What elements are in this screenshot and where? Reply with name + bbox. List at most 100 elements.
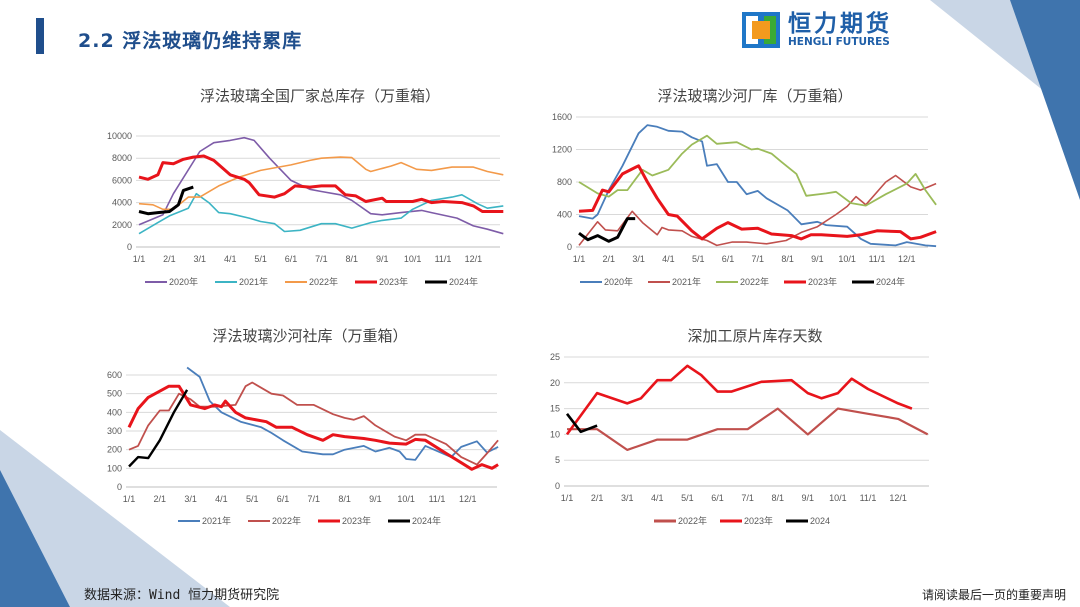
- y-tick-label: 100: [107, 463, 122, 473]
- x-tick-label: 6/1: [711, 493, 724, 503]
- x-tick-label: 3/1: [621, 493, 634, 503]
- disclaimer: 请阅读最后一页的重要声明: [921, 588, 1066, 602]
- x-tick-label: 6/1: [722, 254, 735, 264]
- x-tick-label: 1/1: [133, 254, 146, 264]
- legend-label: 2022年: [272, 515, 301, 526]
- x-tick-label: 8/1: [781, 254, 794, 264]
- legend-label: 2024年: [412, 515, 441, 526]
- chart-title-4: 深加工原片库存天数: [687, 327, 823, 345]
- y-tick-label: 5: [555, 455, 560, 465]
- y-tick-label: 200: [107, 445, 122, 455]
- x-tick-label: 2/1: [591, 493, 604, 503]
- legend-label: 2022年: [309, 276, 338, 287]
- x-tick-label: 10/1: [397, 494, 415, 504]
- x-tick-label: 2/1: [154, 494, 167, 504]
- series-line-2022年: [567, 407, 929, 451]
- x-tick-label: 12/1: [889, 493, 907, 503]
- series-line-2024年: [128, 389, 189, 468]
- y-tick-label: 500: [107, 389, 122, 399]
- data-source: 数据来源：Wind 恒力期货研究院: [84, 588, 280, 603]
- x-tick-label: 5/1: [681, 493, 694, 503]
- y-tick-label: 15: [550, 404, 560, 414]
- x-tick-label: 7/1: [308, 494, 321, 504]
- y-tick-label: 4000: [112, 198, 132, 208]
- title-accent-bar: [36, 18, 44, 54]
- x-tick-label: 1/1: [573, 254, 586, 264]
- legend-label: 2020年: [604, 276, 633, 287]
- chart-title-3: 浮法玻璃沙河社库（万重箱）: [212, 327, 408, 345]
- x-tick-label: 4/1: [224, 254, 237, 264]
- y-tick-label: 0: [555, 481, 560, 491]
- y-tick-label: 2000: [112, 220, 132, 230]
- legend-label: 2024: [810, 516, 830, 526]
- legend-label: 2021年: [202, 515, 231, 526]
- y-tick-label: 10000: [107, 131, 132, 141]
- y-tick-label: 0: [567, 242, 572, 252]
- corner-decoration-light-bl: [0, 430, 230, 607]
- series-line-2022年: [578, 134, 937, 207]
- series-line-2020年: [578, 124, 937, 248]
- x-tick-label: 7/1: [741, 493, 754, 503]
- chart-title-2: 浮法玻璃沙河厂库（万重箱）: [657, 87, 853, 105]
- series-line-2023年: [565, 364, 913, 436]
- x-tick-label: 10/1: [829, 493, 847, 503]
- series-line-2022年: [128, 381, 499, 466]
- series-line-2021年: [578, 174, 937, 247]
- legend-label: 2021年: [672, 276, 701, 287]
- x-tick-label: 4/1: [215, 494, 228, 504]
- y-tick-label: 20: [550, 378, 560, 388]
- x-tick-label: 3/1: [632, 254, 645, 264]
- x-tick-label: 11/1: [860, 493, 877, 503]
- x-tick-label: 5/1: [246, 494, 259, 504]
- x-tick-label: 11/1: [435, 254, 452, 264]
- y-tick-label: 1600: [552, 112, 572, 122]
- page-title: 2.2 浮法玻璃仍维持累库: [78, 30, 303, 52]
- x-tick-label: 2/1: [163, 254, 176, 264]
- series-line-2023年: [127, 384, 499, 471]
- x-tick-label: 5/1: [254, 254, 267, 264]
- x-tick-label: 12/1: [459, 494, 477, 504]
- y-tick-label: 6000: [112, 175, 132, 185]
- x-tick-label: 10/1: [838, 254, 856, 264]
- x-tick-label: 9/1: [369, 494, 382, 504]
- y-tick-label: 0: [127, 242, 132, 252]
- x-tick-label: 10/1: [404, 254, 422, 264]
- y-tick-label: 300: [107, 426, 122, 436]
- x-tick-label: 9/1: [802, 493, 815, 503]
- y-tick-label: 25: [550, 352, 560, 362]
- series-line-2021年: [186, 366, 499, 461]
- series-line-2023年: [578, 164, 937, 241]
- logo-en: HENGLI FUTURES: [788, 36, 890, 48]
- x-tick-label: 6/1: [285, 254, 298, 264]
- x-tick-label: 9/1: [811, 254, 824, 264]
- legend-label: 2023年: [808, 276, 837, 287]
- y-tick-label: 400: [557, 210, 572, 220]
- y-tick-label: 800: [557, 177, 572, 187]
- x-tick-label: 11/1: [429, 494, 446, 504]
- legend-label: 2023年: [379, 276, 408, 287]
- y-tick-label: 0: [117, 482, 122, 492]
- x-tick-label: 4/1: [651, 493, 664, 503]
- corner-decoration-dark-bl: [0, 470, 70, 607]
- logo-mark-icon: [742, 12, 780, 48]
- y-tick-label: 1200: [552, 145, 572, 155]
- series-line-2021年: [138, 192, 504, 235]
- x-tick-label: 8/1: [346, 254, 359, 264]
- x-tick-label: 7/1: [752, 254, 765, 264]
- x-tick-label: 7/1: [315, 254, 328, 264]
- series-line-2020年: [138, 136, 504, 235]
- x-tick-label: 8/1: [771, 493, 784, 503]
- legend-label: 2024年: [449, 276, 478, 287]
- corner-decoration-dark: [1010, 0, 1080, 200]
- x-tick-label: 9/1: [376, 254, 389, 264]
- legend-label: 2021年: [239, 276, 268, 287]
- y-tick-label: 600: [107, 370, 122, 380]
- logo-cn: 恒力期货: [788, 11, 892, 37]
- series-line-2024年: [138, 185, 194, 216]
- x-tick-label: 2/1: [603, 254, 616, 264]
- y-tick-label: 8000: [112, 153, 132, 163]
- x-tick-label: 11/1: [869, 254, 886, 264]
- x-tick-label: 1/1: [123, 494, 136, 504]
